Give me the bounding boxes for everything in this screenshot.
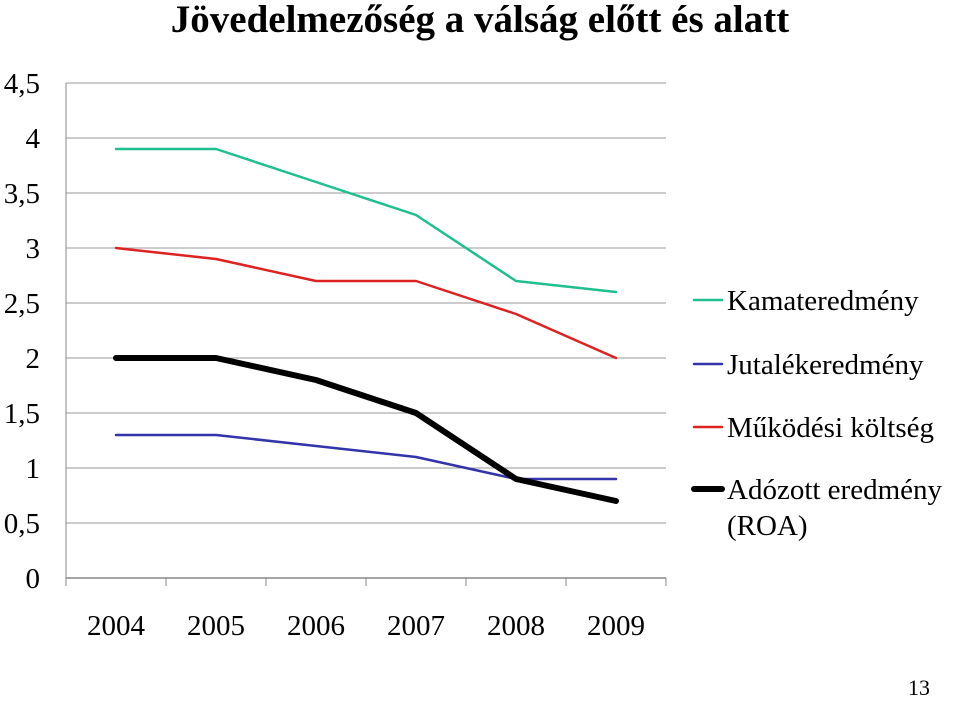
y-tick-label: 1,5 — [4, 398, 40, 430]
x-tick-label: 2004 — [87, 610, 146, 642]
axes — [65, 83, 667, 586]
series-line — [114, 246, 618, 360]
y-tick-label: 3,5 — [4, 178, 40, 210]
x-tick-label: 2009 — [587, 610, 645, 642]
y-tick-label: 3 — [26, 233, 41, 265]
y-tick-label: 4 — [26, 123, 41, 155]
legend-label: Adózott eredmény (ROA) — [727, 474, 943, 542]
y-tick-label: 2 — [26, 343, 41, 375]
series-line — [114, 147, 618, 294]
y-axis-ticks: 0 0,5 1 1,5 2 2,5 3 3,5 4 4,5 — [4, 68, 41, 595]
y-tick-label: 4,5 — [4, 68, 40, 100]
y-tick-label: 2,5 — [4, 288, 40, 320]
series-line — [114, 433, 618, 481]
x-tick-label: 2008 — [487, 610, 545, 642]
y-tick-label: 0 — [26, 563, 41, 595]
series-lines — [113, 147, 619, 504]
y-tick-label: 1 — [26, 453, 41, 485]
x-tick-label: 2005 — [187, 610, 245, 642]
slide-title: Jövedelmezőség a válság előtt és alatt — [170, 0, 790, 41]
series-line — [113, 355, 619, 504]
x-axis-ticks: 2004 2005 2006 2007 2008 2009 — [87, 610, 645, 642]
legend: Kamateredmény Jutalékeredmény Működési köl… — [691, 285, 943, 542]
page-number: 13 — [908, 675, 930, 700]
x-tick-label: 2006 — [287, 610, 345, 642]
legend-label: Kamateredmény — [727, 285, 919, 317]
legend-label: Működési költség — [727, 412, 934, 444]
x-tick-label: 2007 — [387, 610, 445, 642]
legend-label: Jutalékeredmény — [727, 349, 924, 381]
y-tick-label: 0,5 — [4, 508, 40, 540]
